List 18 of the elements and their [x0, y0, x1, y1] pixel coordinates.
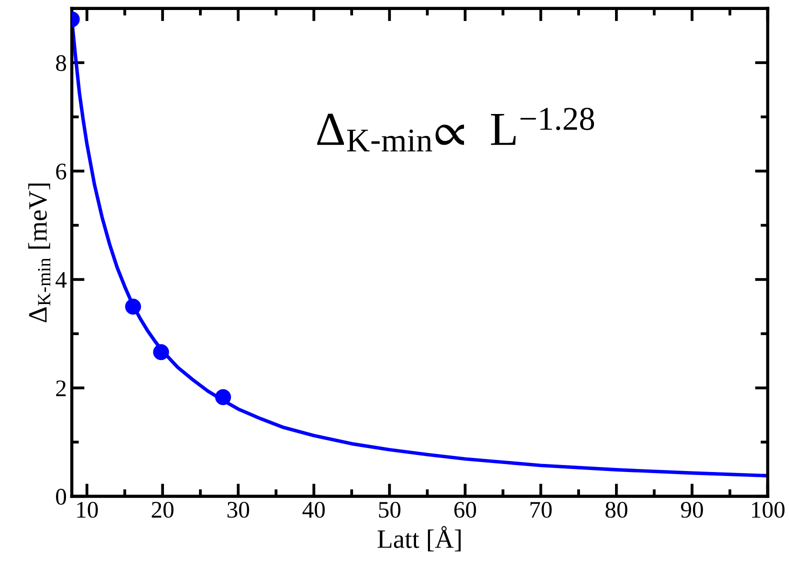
- x-tick-label: 50: [379, 502, 400, 518]
- y-axis-title: Δ$_{K-min}$ [meV]: [28, 184, 50, 322]
- x-tick-label: 70: [530, 502, 552, 518]
- x-tick-label: 10: [77, 502, 98, 518]
- y-tick-label: 6: [56, 164, 66, 180]
- y-tick-label: 4: [56, 272, 67, 288]
- x-tick-label: 60: [454, 502, 476, 518]
- annotation: Δ$_{K-min}$∝ L$^{−1.28}$: [317, 108, 594, 152]
- y-tick-label: 8: [56, 55, 66, 72]
- x-tick-label: 40: [302, 502, 325, 518]
- x-tick-label: 80: [606, 502, 628, 518]
- x-tick-label: 100: [752, 502, 785, 518]
- x-tick-label: 30: [228, 502, 250, 518]
- y-tick-label: 2: [56, 380, 66, 396]
- y-tick-label: 0: [56, 488, 66, 505]
- x-tick-label: 20: [152, 502, 174, 518]
- x-axis-title: Latt [Å]: [378, 526, 461, 552]
- x-tick-label: 90: [681, 502, 703, 518]
